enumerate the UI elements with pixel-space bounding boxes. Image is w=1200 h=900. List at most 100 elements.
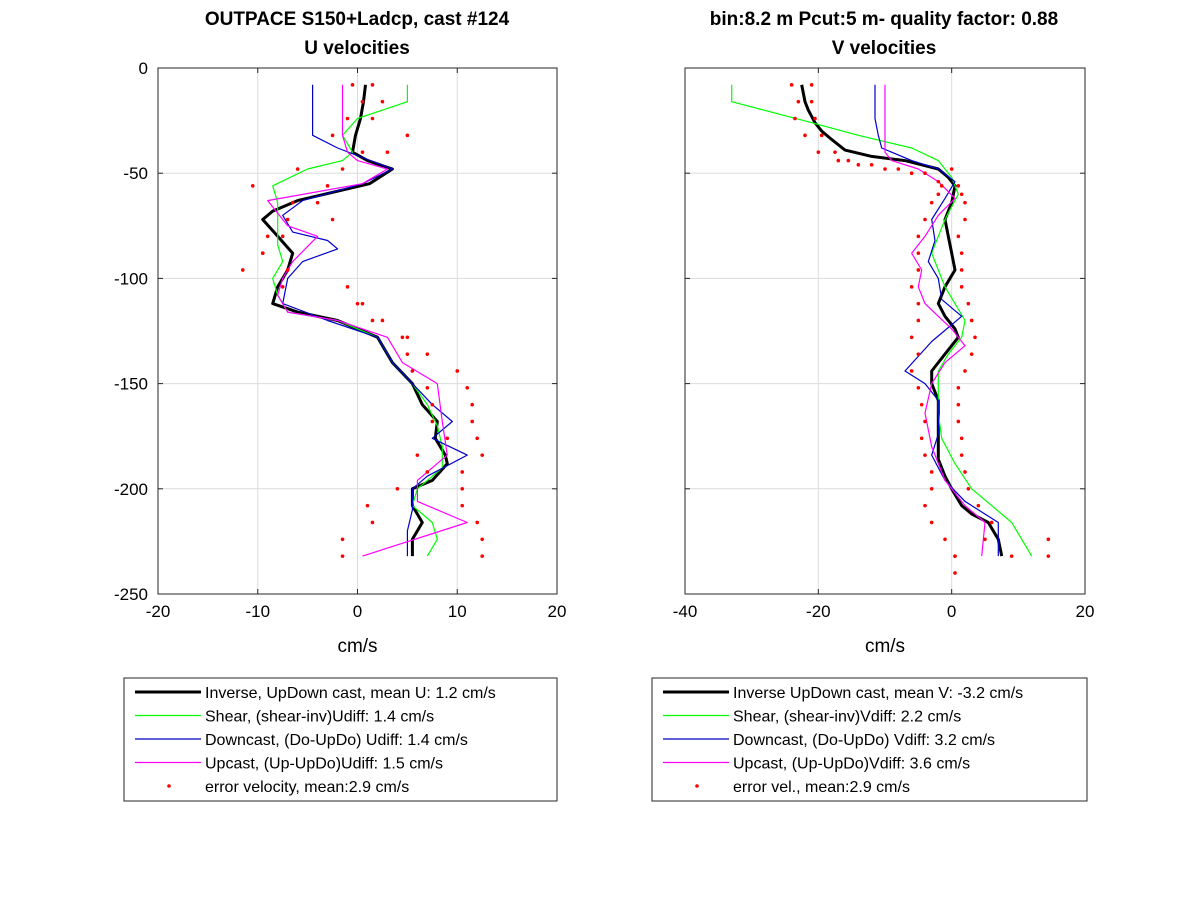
error-velocity-point (285, 268, 290, 272)
inverse-line (800, 84, 1004, 557)
error-velocity-point (909, 335, 914, 340)
error-velocity-point (959, 285, 964, 289)
error-velocity-point (916, 386, 921, 390)
error-velocity-point (405, 352, 410, 356)
error-velocity-point (315, 200, 320, 205)
error-velocity-point (460, 487, 465, 491)
error-velocity-point (470, 402, 475, 407)
legend-label: error velocity, mean:2.9 cm/s (205, 779, 409, 796)
x-tick-label: 0 (353, 602, 362, 621)
right-title-line1: bin:8.2 m Pcut:5 m- quality factor: 0.88 (710, 9, 1058, 30)
error-velocity-point (956, 234, 961, 239)
error-velocity-point (809, 99, 814, 104)
error-velocity-point (240, 268, 245, 272)
error-velocity-point (953, 554, 957, 558)
u-xlabel: cm/s (337, 636, 377, 657)
error-velocity-point (846, 158, 851, 163)
error-velocity-point (290, 200, 295, 205)
error-velocity-point (956, 402, 961, 407)
error-velocity-point (1046, 537, 1051, 542)
y-tick-label: -150 (114, 375, 148, 394)
error-velocity-point (460, 470, 465, 474)
error-velocity-point (415, 453, 420, 457)
error-velocity-point (325, 184, 330, 188)
error-velocity-point (370, 520, 375, 525)
v-axes-frame (684, 67, 1086, 595)
error-velocity-point (896, 167, 901, 171)
error-velocity-point (836, 158, 841, 163)
error-velocity-point (956, 386, 961, 390)
error-velocity-point (395, 487, 400, 491)
error-velocity-point (969, 318, 974, 323)
error-velocity-point (923, 217, 927, 222)
legend-label: Downcast, (Do-UpDo) Vdiff: 3.2 cm/s (733, 732, 995, 749)
error-velocity-point (909, 369, 914, 373)
error-velocity-point (966, 487, 971, 491)
error-velocity-point (370, 83, 375, 87)
x-tick-label: -40 (673, 602, 698, 621)
error-velocity-point (445, 436, 450, 441)
error-velocity-point (345, 285, 350, 289)
error-velocity-point (956, 184, 961, 188)
error-velocity-point (285, 217, 290, 222)
error-velocity-point (480, 537, 484, 542)
error-velocity-point (380, 99, 385, 104)
v-ticks: -40 -20 0 20 (673, 67, 1094, 621)
error-velocity-point (929, 487, 934, 491)
error-velocity-point (360, 301, 365, 306)
u-legend: Inverse, UpDown cast, mean U: 1.2 cm/s Sh… (123, 677, 558, 802)
y-tick-label: -250 (114, 585, 148, 604)
error-velocity-point (923, 419, 927, 424)
error-velocity-point (883, 167, 887, 171)
legend-label: Shear, (shear-inv)Udiff: 1.4 cm/s (205, 709, 434, 726)
error-velocity-point (400, 335, 405, 340)
error-velocity-point (465, 386, 470, 390)
error-velocity-point (959, 251, 964, 255)
shear-line (731, 84, 1033, 557)
error-velocity-point (923, 171, 927, 175)
error-velocity-point (953, 571, 957, 575)
error-velocity-point (405, 133, 410, 138)
error-velocity-point (909, 171, 914, 175)
x-tick-label: -10 (245, 602, 270, 621)
error-velocity-point (360, 99, 365, 104)
error-velocity-point (355, 301, 360, 306)
error-velocity-point (989, 520, 994, 525)
v-velocity-axes: -40 -20 0 20 cm/s (673, 67, 1094, 657)
error-velocity-point (916, 268, 921, 272)
error-velocity-point (916, 318, 921, 323)
v-series (731, 83, 1051, 575)
error-velocity-point (949, 167, 954, 171)
error-velocity-point (936, 179, 941, 184)
error-velocity-point (976, 503, 981, 508)
error-velocity-point (916, 234, 921, 239)
downcast-line (874, 84, 999, 557)
error-velocity-point (929, 520, 934, 525)
y-tick-label: -50 (123, 164, 148, 183)
error-velocity-point (350, 83, 355, 87)
u-ticks: -20 -10 0 10 200-50-100-150-200-250 (114, 59, 566, 621)
error-velocity-point (963, 369, 967, 373)
error-velocity-point (340, 167, 345, 171)
error-velocity-point (385, 150, 390, 154)
error-velocity-point (340, 537, 345, 542)
error-velocity-point (916, 301, 921, 306)
error-velocity-point (370, 318, 375, 323)
right-title-line2: V velocities (832, 38, 937, 59)
error-velocity-point (480, 453, 484, 457)
error-velocity-point (470, 419, 475, 424)
x-tick-label: -20 (806, 602, 831, 621)
error-velocity-point (963, 200, 967, 205)
legend-marker (695, 784, 699, 788)
error-velocity-point (819, 133, 824, 138)
error-velocity-point (425, 470, 430, 474)
error-velocity-point (250, 184, 255, 188)
error-velocity-point (919, 402, 924, 407)
error-velocity-point (929, 200, 934, 205)
error-velocity-point (1046, 554, 1051, 558)
legend-label: Upcast, (Up-UpDo)Udiff: 1.5 cm/s (205, 756, 443, 773)
error-velocity-point (869, 162, 874, 167)
error-velocity-point (916, 352, 921, 356)
error-velocity-point (943, 537, 947, 542)
error-velocity-point (460, 503, 465, 508)
